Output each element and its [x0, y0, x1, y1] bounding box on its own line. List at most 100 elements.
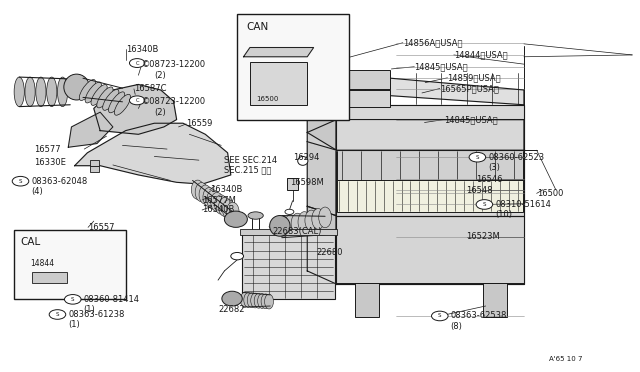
Ellipse shape — [298, 157, 308, 165]
Text: 14845（USA）: 14845（USA） — [444, 115, 498, 124]
Text: 16523M: 16523M — [467, 232, 500, 241]
Text: (2): (2) — [154, 71, 166, 80]
Bar — [287, 178, 298, 190]
Ellipse shape — [25, 77, 35, 107]
Ellipse shape — [79, 80, 95, 100]
Ellipse shape — [251, 293, 260, 308]
Bar — [337, 150, 524, 180]
Polygon shape — [307, 73, 524, 105]
Text: 16557: 16557 — [88, 223, 115, 232]
Text: ©08723-12200: ©08723-12200 — [141, 97, 205, 106]
Text: 14844: 14844 — [31, 259, 55, 268]
Ellipse shape — [195, 183, 208, 202]
Circle shape — [65, 295, 81, 304]
Text: 08310-51614: 08310-51614 — [495, 200, 551, 209]
Polygon shape — [336, 105, 524, 150]
Circle shape — [476, 200, 493, 209]
Text: 16565P（USA）: 16565P（USA） — [440, 84, 499, 93]
Text: (3): (3) — [488, 163, 500, 172]
Ellipse shape — [312, 209, 324, 229]
Text: 16500: 16500 — [256, 96, 278, 102]
Bar — [355, 283, 380, 317]
Ellipse shape — [277, 216, 290, 237]
Text: 16340B: 16340B — [125, 45, 158, 54]
Ellipse shape — [211, 192, 223, 212]
Text: S: S — [483, 202, 486, 207]
Polygon shape — [307, 119, 524, 150]
Ellipse shape — [264, 294, 273, 309]
Ellipse shape — [231, 253, 244, 260]
Ellipse shape — [298, 212, 311, 232]
Text: (1): (1) — [84, 305, 95, 314]
Text: 08363-61238: 08363-61238 — [68, 310, 125, 319]
Ellipse shape — [58, 77, 68, 107]
Ellipse shape — [47, 77, 57, 107]
Text: CAN: CAN — [246, 22, 269, 32]
Text: 16577: 16577 — [35, 145, 61, 154]
Ellipse shape — [227, 202, 239, 221]
Ellipse shape — [291, 213, 304, 234]
Text: 16330E: 16330E — [35, 157, 67, 167]
Ellipse shape — [285, 209, 294, 214]
Ellipse shape — [214, 195, 227, 214]
Polygon shape — [307, 142, 336, 215]
Text: 16598M: 16598M — [290, 178, 324, 187]
Text: 14856A（USA）: 14856A（USA） — [403, 38, 462, 47]
Polygon shape — [68, 112, 113, 147]
Text: 08360-62523: 08360-62523 — [488, 153, 545, 162]
Text: CAL: CAL — [20, 237, 41, 247]
Ellipse shape — [115, 94, 131, 115]
Bar — [32, 272, 67, 283]
Bar — [14, 230, 125, 299]
Ellipse shape — [319, 207, 332, 228]
Ellipse shape — [199, 185, 212, 204]
Ellipse shape — [223, 200, 235, 219]
Text: 14859（USA）: 14859（USA） — [447, 73, 501, 82]
Text: (1): (1) — [68, 320, 80, 329]
Text: 08363-62538: 08363-62538 — [451, 311, 507, 320]
Text: S: S — [71, 297, 74, 302]
Text: S: S — [56, 312, 60, 317]
Polygon shape — [307, 90, 336, 150]
Text: SEC.215 参図: SEC.215 参図 — [225, 165, 272, 174]
Text: 16340B: 16340B — [202, 205, 234, 215]
Text: 16587C: 16587C — [134, 84, 166, 93]
Ellipse shape — [261, 294, 270, 309]
Ellipse shape — [36, 77, 46, 107]
Text: 22682: 22682 — [218, 305, 244, 314]
Bar — [237, 14, 349, 119]
Text: (4): (4) — [31, 187, 43, 196]
Text: (2): (2) — [154, 108, 166, 117]
Text: (8): (8) — [451, 322, 463, 331]
Text: S: S — [438, 314, 442, 318]
Bar — [339, 70, 390, 89]
Ellipse shape — [191, 180, 204, 199]
Polygon shape — [336, 149, 524, 215]
Ellipse shape — [244, 293, 253, 307]
Ellipse shape — [241, 292, 249, 307]
Bar — [310, 72, 337, 94]
Ellipse shape — [269, 215, 290, 236]
Text: 16546: 16546 — [476, 175, 502, 184]
Ellipse shape — [203, 187, 216, 207]
Text: 14844（USA）: 14844（USA） — [454, 51, 508, 60]
Ellipse shape — [218, 197, 231, 217]
Ellipse shape — [305, 210, 317, 231]
Ellipse shape — [109, 92, 125, 113]
Ellipse shape — [225, 211, 247, 227]
Polygon shape — [307, 206, 336, 284]
Text: A'65 10 7: A'65 10 7 — [549, 356, 583, 362]
Ellipse shape — [14, 77, 24, 107]
Ellipse shape — [254, 294, 263, 308]
Text: 16500: 16500 — [537, 189, 563, 198]
Polygon shape — [94, 84, 177, 134]
Bar — [241, 229, 337, 235]
Text: 16559: 16559 — [186, 119, 212, 128]
Ellipse shape — [222, 291, 243, 306]
Text: 08363-62048: 08363-62048 — [31, 177, 88, 186]
Bar — [90, 160, 99, 166]
Bar — [250, 62, 307, 105]
Text: 16548: 16548 — [467, 186, 493, 195]
Text: S: S — [476, 155, 479, 160]
Text: C: C — [135, 61, 139, 65]
